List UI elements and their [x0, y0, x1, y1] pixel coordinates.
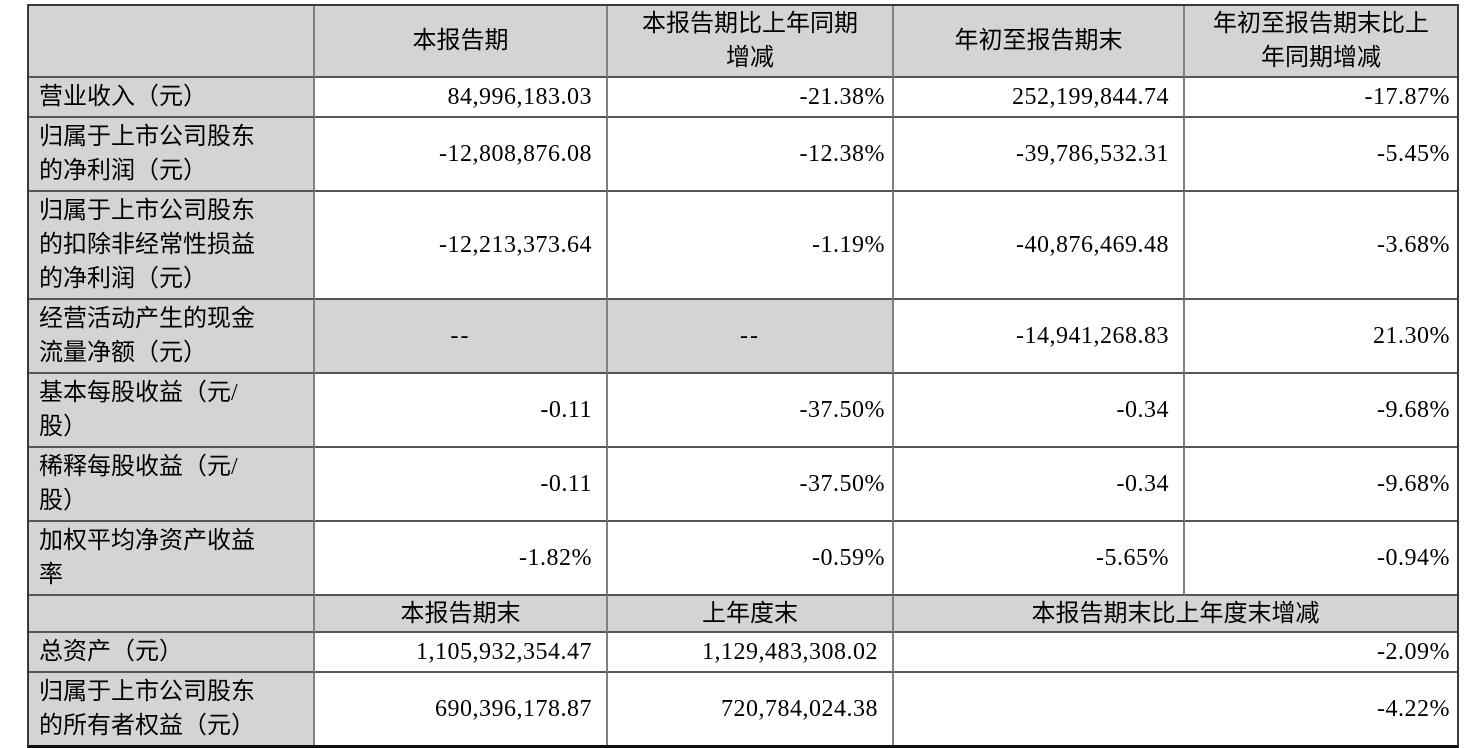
value-cell: -1.19% — [608, 192, 894, 300]
not-applicable-cell: -- — [315, 300, 608, 374]
value-cell: 720,784,024.38 — [608, 673, 894, 745]
row-label: 经营活动产生的现金流量净额（元） — [29, 300, 315, 374]
row-label: 总资产（元） — [29, 633, 315, 673]
value-cell: -3.68% — [1185, 192, 1457, 300]
not-applicable-cell: -- — [608, 300, 894, 374]
header-row-period: 本报告期 本报告期比上年同期增减 年初至报告期末 年初至报告期末比上年同期增减 — [29, 6, 1457, 78]
row-label: 基本每股收益（元/股） — [29, 374, 315, 448]
value-cell: -12,213,373.64 — [315, 192, 608, 300]
value-cell: -0.94% — [1185, 522, 1457, 596]
table-row-net-profit-attributable: 归属于上市公司股东的净利润（元） -12,808,876.08 -12.38% … — [29, 118, 1457, 192]
table-row-net-profit-excl-nonrecurring: 归属于上市公司股东的扣除非经常性损益的净利润（元） -12,213,373.64… — [29, 192, 1457, 300]
header-row-period-end: 本报告期末 上年度末 本报告期末比上年度末增减 — [29, 596, 1457, 633]
table-row-weighted-avg-roe: 加权平均净资产收益率 -1.82% -0.59% -5.65% -0.94% — [29, 522, 1457, 596]
table-row-operating-cash-flow: 经营活动产生的现金流量净额（元） -- -- -14,941,268.83 21… — [29, 300, 1457, 374]
value-cell: 1,129,483,308.02 — [608, 633, 894, 673]
column-header-ytd-yoy-change: 年初至报告期末比上年同期增减 — [1185, 6, 1457, 78]
value-cell: -37.50% — [608, 374, 894, 448]
value-cell: -2.09% — [894, 633, 1457, 673]
table-row-equity-attributable: 归属于上市公司股东的所有者权益（元） 690,396,178.87 720,78… — [29, 673, 1457, 745]
value-cell: -40,876,469.48 — [894, 192, 1185, 300]
row-label: 归属于上市公司股东的净利润（元） — [29, 118, 315, 192]
value-cell: -12,808,876.08 — [315, 118, 608, 192]
row-label: 加权平均净资产收益率 — [29, 522, 315, 596]
row-label: 归属于上市公司股东的所有者权益（元） — [29, 673, 315, 745]
table-row-diluted-eps: 稀释每股收益（元/股） -0.11 -37.50% -0.34 -9.68% — [29, 448, 1457, 522]
value-cell: -21.38% — [608, 78, 894, 118]
column-header-current-period: 本报告期 — [315, 6, 608, 78]
value-cell: -0.11 — [315, 448, 608, 522]
value-cell: -12.38% — [608, 118, 894, 192]
value-cell: 21.30% — [1185, 300, 1457, 374]
value-cell: -5.45% — [1185, 118, 1457, 192]
column-header-period-end-change: 本报告期末比上年度末增减 — [894, 596, 1457, 633]
value-cell: 690,396,178.87 — [315, 673, 608, 745]
header-empty-cell — [29, 6, 315, 78]
value-cell: -9.68% — [1185, 374, 1457, 448]
value-cell: -14,941,268.83 — [894, 300, 1185, 374]
value-cell: 1,105,932,354.47 — [315, 633, 608, 673]
row-label: 营业收入（元） — [29, 78, 315, 118]
value-cell: -0.34 — [894, 448, 1185, 522]
value-cell: -1.82% — [315, 522, 608, 596]
column-header-year-to-date: 年初至报告期末 — [894, 6, 1185, 78]
table-row-basic-eps: 基本每股收益（元/股） -0.11 -37.50% -0.34 -9.68% — [29, 374, 1457, 448]
value-cell: -39,786,532.31 — [894, 118, 1185, 192]
value-cell: -0.59% — [608, 522, 894, 596]
value-cell: 252,199,844.74 — [894, 78, 1185, 118]
column-header-period-yoy-change: 本报告期比上年同期增减 — [608, 6, 894, 78]
value-cell: -4.22% — [894, 673, 1457, 745]
value-cell: -9.68% — [1185, 448, 1457, 522]
value-cell: -5.65% — [894, 522, 1185, 596]
row-label: 稀释每股收益（元/股） — [29, 448, 315, 522]
value-cell: -37.50% — [608, 448, 894, 522]
value-cell: -0.11 — [315, 374, 608, 448]
header-empty-cell — [29, 596, 315, 633]
value-cell: -0.34 — [894, 374, 1185, 448]
table-row-operating-revenue: 营业收入（元） 84,996,183.03 -21.38% 252,199,84… — [29, 78, 1457, 118]
key-financials-table: 本报告期 本报告期比上年同期增减 年初至报告期末 年初至报告期末比上年同期增减 … — [27, 4, 1459, 748]
table-row-total-assets: 总资产（元） 1,105,932,354.47 1,129,483,308.02… — [29, 633, 1457, 673]
row-label: 归属于上市公司股东的扣除非经常性损益的净利润（元） — [29, 192, 315, 300]
column-header-prev-year-end: 上年度末 — [608, 596, 894, 633]
column-header-period-end: 本报告期末 — [315, 596, 608, 633]
value-cell: 84,996,183.03 — [315, 78, 608, 118]
value-cell: -17.87% — [1185, 78, 1457, 118]
